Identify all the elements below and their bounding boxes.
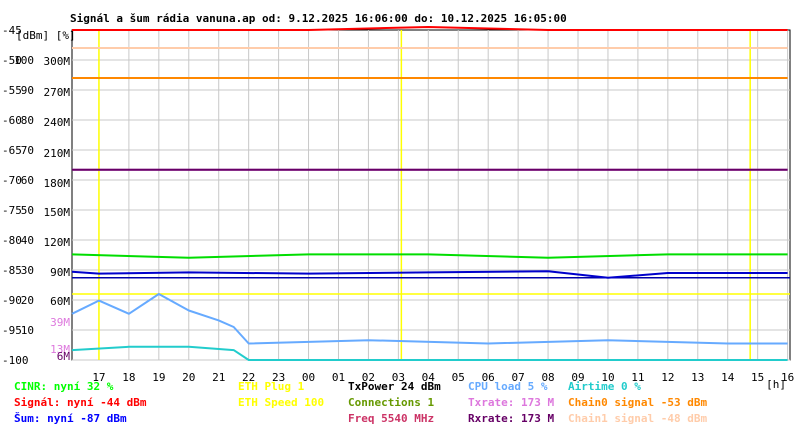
x-tick-label: 02 (362, 371, 375, 384)
y-tick-dbm: -100 (2, 354, 29, 367)
y-tick-dbm: -55 (2, 84, 22, 97)
series-line-cpu-load (71, 293, 788, 345)
y-tick-percent: 70 (21, 144, 34, 157)
y-tick-dbm: -90 (2, 294, 22, 307)
y-tick-percent: 80 (21, 114, 34, 127)
x-tick-label: 04 (422, 371, 436, 384)
y-tick-rate: 60M (50, 295, 70, 308)
y-tick-dbm: -60 (2, 114, 22, 127)
y-tick-rate: 210M (44, 147, 71, 160)
y-tick-dbm: -75 (2, 204, 22, 217)
x-tick-label: 16 (781, 371, 794, 384)
y-tick-percent: 90 (21, 84, 34, 97)
x-axis-unit: [h] (766, 378, 786, 391)
y-tick-percent: 50 (21, 204, 34, 217)
x-tick-label: 14 (721, 371, 735, 384)
y-tick-rate: 39M (50, 316, 70, 329)
chart-title: Signál a šum rádia vanuna.ap od: 9.12.20… (70, 12, 567, 25)
y-tick-dbm: -65 (2, 144, 22, 157)
y-tick-dbm: -95 (2, 324, 22, 337)
x-tick-label: 06 (482, 371, 495, 384)
legend-item: TxPower 24 dBm (348, 380, 441, 393)
x-tick-label: 10 (601, 371, 614, 384)
legend-item: Signál: nyní -44 dBm (14, 396, 147, 409)
y-tick-rate: 240M (44, 116, 71, 129)
y-tick-percent: 10 (21, 324, 34, 337)
series-line-sign-l (72, 26, 788, 31)
x-tick-label: 21 (212, 371, 225, 384)
x-tick-label: 00 (302, 371, 315, 384)
legend-item: Šum: nyní -87 dBm (14, 412, 127, 425)
legend-item: Connections 1 (348, 396, 435, 409)
y-tick-percent: 100 (14, 54, 34, 67)
x-tick-label: 12 (661, 371, 674, 384)
y-tick-rate: 300M (44, 55, 71, 68)
y-tick-rate: 150M (44, 206, 71, 219)
x-tick-label: 03 (392, 371, 405, 384)
y-tick-rate: 120M (44, 236, 71, 249)
y-tick-percent: 30 (21, 264, 34, 277)
x-tick-label: 19 (152, 371, 165, 384)
x-tick-label: 22 (242, 371, 255, 384)
y-tick-rate: 13M (50, 343, 70, 356)
legend-item: Rxrate: 173 M (468, 412, 555, 425)
legend-item: Freq 5540 MHz (348, 412, 435, 425)
legend-item: CPU load 5 % (468, 380, 548, 393)
legend-item: Airtime 0 % (568, 380, 641, 393)
x-tick-label: 01 (332, 371, 345, 384)
legend-item: ETH Speed 100 (238, 396, 325, 409)
y-tick-dbm: -50 (2, 54, 22, 67)
x-tick-label: 18 (122, 371, 135, 384)
y-tick-rate: 90M (50, 266, 70, 279)
legend-item: Chain1 signal -48 dBm (568, 412, 708, 425)
x-tick-label: 17 (92, 371, 105, 384)
x-tick-label: 15 (751, 371, 764, 384)
series-line--um (71, 270, 788, 279)
x-tick-label: 20 (182, 371, 195, 384)
series-line-cinr (71, 253, 788, 259)
y-tick-rate: 270M (44, 86, 71, 99)
legend-item: CINR: nyní 32 % (14, 380, 114, 393)
y-tick-dbm: -45 (2, 24, 22, 37)
x-tick-label: 08 (541, 371, 554, 384)
y-tick-rate: 6M (57, 350, 71, 363)
series-line-airtime (71, 345, 788, 361)
y-tick-dbm: -80 (2, 234, 22, 247)
legend-item: Chain0 signal -53 dBm (568, 396, 708, 409)
y-axis-header: [dBm] [%] (16, 29, 76, 42)
y-tick-percent: 20 (21, 294, 34, 307)
x-tick-label: 05 (452, 371, 465, 384)
x-tick-label: 13 (691, 371, 704, 384)
x-tick-label: 23 (272, 371, 285, 384)
plot-area (71, 29, 791, 361)
x-tick-label: 07 (512, 371, 525, 384)
x-tick-label: 11 (631, 371, 644, 384)
y-tick-percent: 40 (21, 234, 34, 247)
y-tick-percent: 60 (21, 174, 34, 187)
y-tick-rate: 180M (44, 177, 71, 190)
x-tick-label: 09 (571, 371, 584, 384)
y-tick-dbm: -70 (2, 174, 22, 187)
legend-item: Txrate: 173 M (468, 396, 555, 409)
legend-item: ETH Plug 1 (238, 380, 305, 393)
y-tick-dbm: -85 (2, 264, 22, 277)
